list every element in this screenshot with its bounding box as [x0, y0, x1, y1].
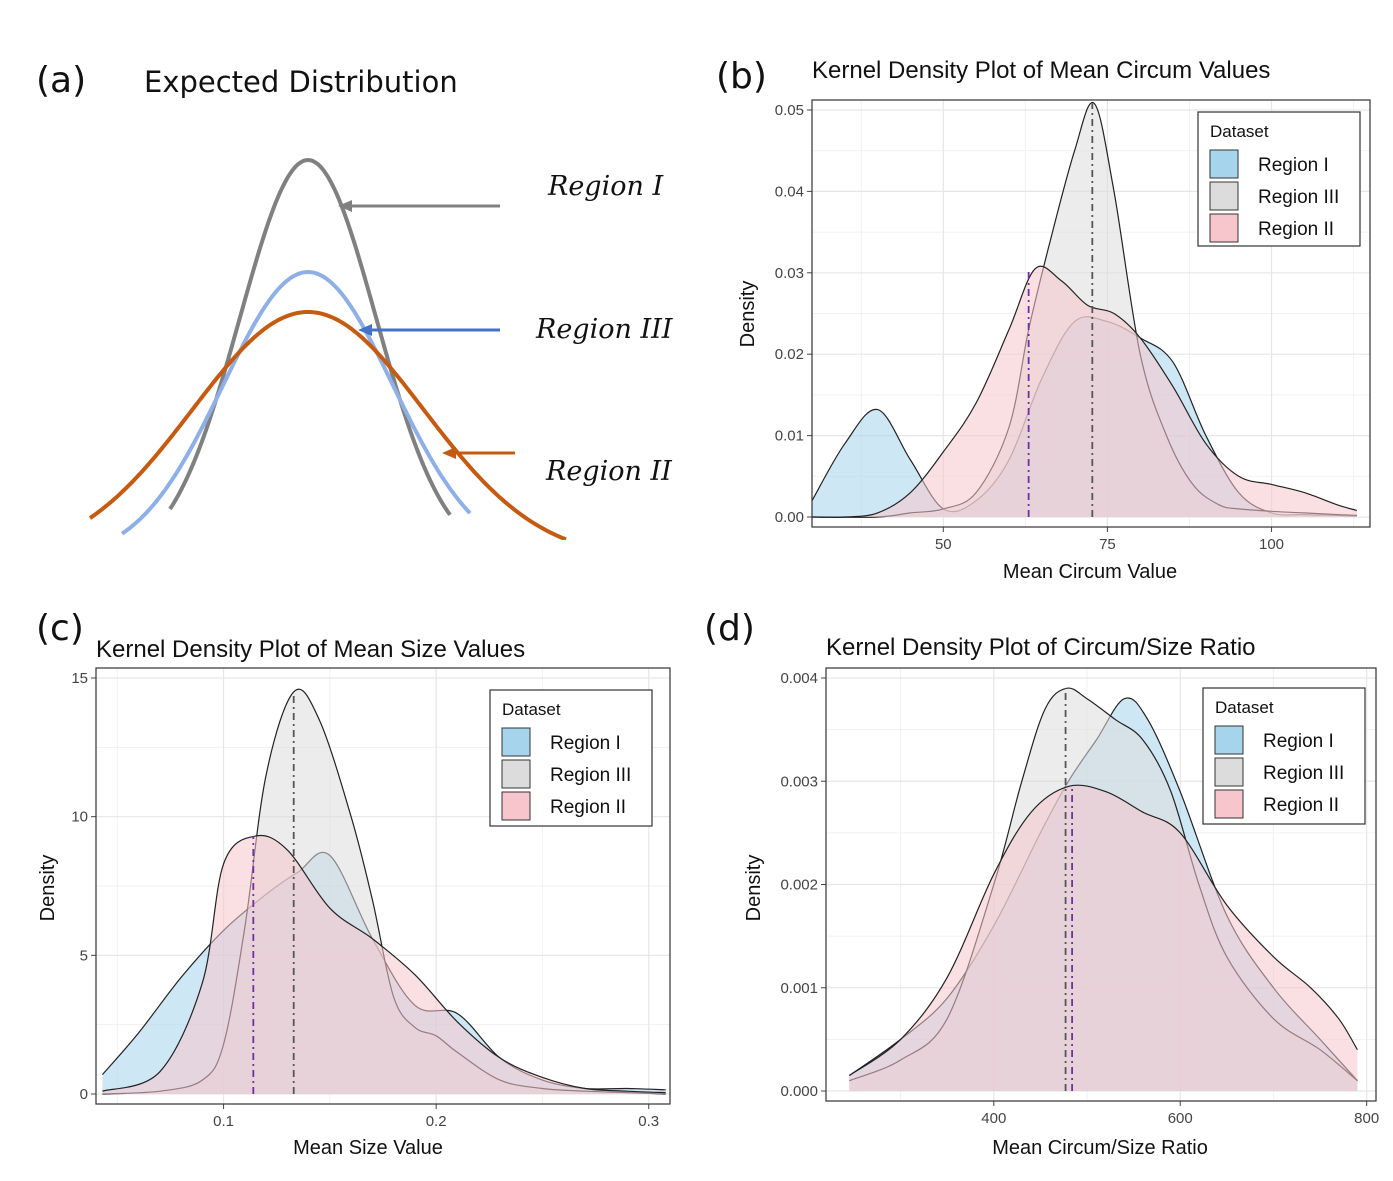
panel-b-label: (b) — [716, 56, 767, 97]
panel-a: (a) Expected Distribution Region I Regio… — [36, 60, 674, 540]
panel-b-title: Kernel Density Plot of Mean Circum Value… — [812, 57, 1270, 84]
legend-swatch — [1214, 789, 1244, 819]
x-tick-label: 0.3 — [638, 1113, 659, 1130]
plot-border — [811, 99, 1371, 528]
y-tick-label: 0.00 — [775, 509, 804, 526]
plot-border — [95, 667, 671, 1105]
legend-title: Dataset — [1215, 698, 1274, 717]
legend-swatch — [1214, 757, 1244, 787]
panel-c-title: Kernel Density Plot of Mean Size Values — [96, 636, 525, 663]
panel-b-ylabel: Density — [737, 281, 759, 348]
legend-swatch — [501, 759, 531, 789]
plot-border — [825, 667, 1377, 1102]
panel-d-title: Kernel Density Plot of Circum/Size Ratio — [826, 634, 1256, 661]
legend-swatch — [1214, 725, 1244, 755]
legend-label: Region II — [550, 797, 626, 818]
panel-d-ylabel: Density — [743, 855, 765, 922]
expected-curve-region-ii — [88, 310, 567, 540]
panel-b-xlabel: Mean Circum Value — [1003, 561, 1177, 583]
legend-label: Region II — [1258, 219, 1334, 240]
expected-curve-region-iii — [120, 269, 472, 536]
y-tick-label: 0.03 — [775, 265, 804, 282]
x-tick-label: 0.2 — [426, 1113, 447, 1130]
x-tick-label: 50 — [935, 536, 952, 553]
x-tick-label: 400 — [981, 1110, 1006, 1127]
density-area-region-ii — [849, 785, 1358, 1091]
legend: Dataset Region I Region III Region II — [1197, 111, 1361, 247]
x-tick-label: 75 — [1099, 536, 1116, 553]
panel-b: (b) Kernel Density Plot of Mean Circum V… — [716, 56, 1371, 583]
legend-label: Region III — [550, 765, 631, 786]
panel-c-plot: 0.1 0.2 0.3 0 5 10 15 Dataset Region I Region III… — [71, 667, 671, 1130]
panel-c: (c) Kernel Density Plot of Mean Size Val… — [36, 608, 671, 1159]
annotation-region-ii: Region II — [545, 456, 673, 487]
annotation-region-i: Region I — [547, 171, 664, 202]
y-tick-label: 0.000 — [780, 1083, 818, 1100]
y-tick-label: 0.001 — [780, 980, 818, 997]
panel-c-label: (c) — [36, 608, 84, 649]
legend-label: Region I — [1258, 155, 1329, 176]
panel-c-xlabel: Mean Size Value — [293, 1137, 443, 1159]
panel-c-ylabel: Density — [37, 855, 59, 922]
y-tick-label: 0.04 — [775, 183, 804, 200]
y-tick-label: 15 — [71, 670, 88, 687]
panel-b-plot: 50 75 100 0.00 0.01 0.02 0.03 0.04 0.05 Dataset Re… — [775, 99, 1371, 553]
expected-curve-region-i — [168, 157, 452, 516]
legend-label: Region I — [550, 733, 621, 754]
legend: Dataset Region I Region III Region II — [1202, 687, 1366, 825]
y-tick-label: 0.003 — [780, 773, 818, 790]
y-tick-label: 5 — [80, 947, 88, 964]
y-tick-label: 0.004 — [780, 670, 818, 687]
arrowhead-region-iii — [358, 324, 372, 336]
y-tick-label: 0 — [80, 1086, 88, 1103]
legend-swatch — [501, 791, 531, 821]
panel-a-title: Expected Distribution — [144, 65, 458, 99]
density-line-region-ii — [102, 834, 666, 1094]
legend-label: Region III — [1263, 763, 1344, 784]
y-tick-label: 0.002 — [780, 877, 818, 894]
legend-title: Dataset — [502, 700, 561, 719]
x-tick-label: 100 — [1259, 536, 1284, 553]
y-tick-label: 0.05 — [775, 102, 804, 119]
legend-title: Dataset — [1210, 122, 1269, 141]
arrowhead-region-i — [338, 200, 352, 212]
panel-d-xlabel: Mean Circum/Size Ratio — [992, 1137, 1208, 1159]
y-tick-label: 0.02 — [775, 346, 804, 363]
x-tick-label: 600 — [1168, 1110, 1193, 1127]
legend-label: Region II — [1263, 795, 1339, 816]
density-area-region-ii — [812, 266, 1357, 518]
density-area-region-ii — [102, 835, 666, 1094]
density-line-region-ii — [811, 265, 1358, 518]
legend: Dataset Region I Region III Region II — [489, 689, 653, 827]
y-tick-label: 0.01 — [775, 428, 804, 445]
density-line-region-ii — [848, 784, 1358, 1076]
legend-swatch — [1209, 181, 1239, 211]
expected-curves — [88, 157, 567, 540]
legend-swatch — [501, 727, 531, 757]
legend-swatch — [1209, 149, 1239, 179]
annotation-region-iii: Region III — [535, 314, 674, 345]
y-tick-label: 10 — [71, 809, 88, 826]
legend-label: Region I — [1263, 731, 1334, 752]
legend-swatch — [1209, 213, 1239, 243]
panel-d-plot: 400 600 800 0.000 0.001 0.002 0.003 0.004 Datase… — [780, 667, 1379, 1127]
x-tick-label: 0.1 — [213, 1113, 234, 1130]
panel-d-label: (d) — [704, 608, 755, 649]
arrowhead-region-ii — [442, 447, 456, 459]
legend-label: Region III — [1258, 187, 1339, 208]
panel-d: (d) Kernel Density Plot of Circum/Size R… — [704, 608, 1379, 1159]
panel-a-label: (a) — [36, 60, 86, 101]
x-tick-label: 800 — [1354, 1110, 1379, 1127]
